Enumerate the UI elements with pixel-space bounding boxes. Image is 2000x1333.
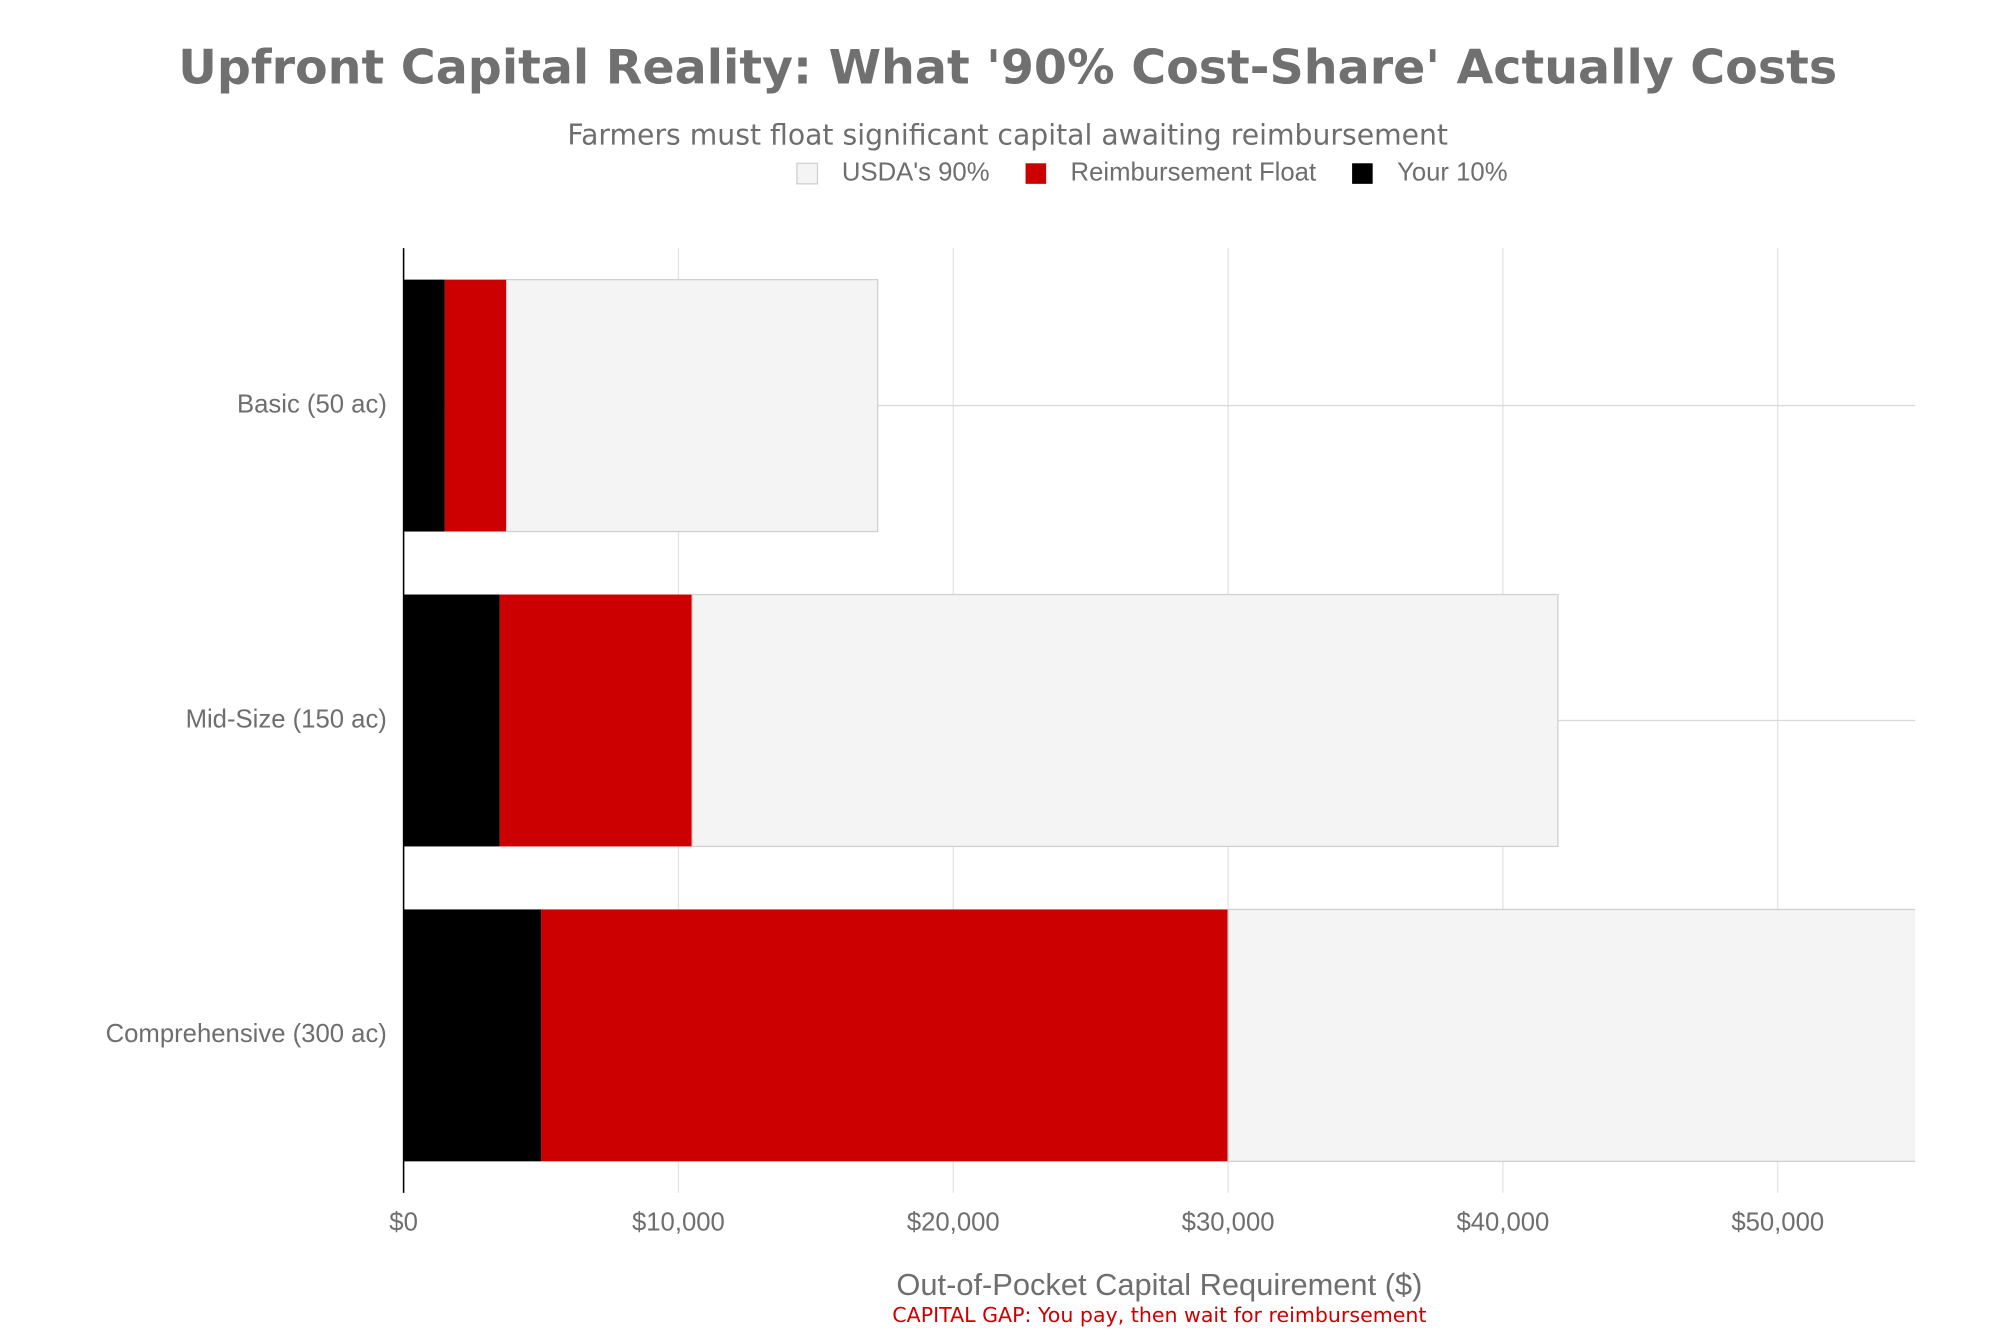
annotation: CAPITAL GAP: You pay, then wait for reim… [892,1303,1426,1327]
bar-segment [506,278,879,533]
bar-segment [541,909,1229,1162]
bars [403,278,1916,1163]
bar-segment [444,279,507,532]
x-tick-label: $30,000 [1182,1208,1275,1236]
legend-label: Your 10% [1397,158,1507,186]
legend-swatch [1352,163,1373,184]
legend-label: USDA's 90% [842,158,990,186]
x-tick-label: $20,000 [907,1208,1000,1236]
chart-title: Upfront Capital Reality: What '90% Cost-… [178,41,1837,96]
bar-segment [1227,908,1916,1163]
x-axis-label: Out-of-Pocket Capital Requirement ($) [896,1267,1422,1302]
bar-segment [691,593,1559,848]
chart-subtitle: Farmers must float significant capital a… [567,118,1448,151]
y-tick-label: Mid-Size (150 ac) [186,705,387,733]
bar-segment [499,594,693,847]
bar-segment [403,279,445,532]
legend-swatch [796,162,819,185]
legend-label: Reimbursement Float [1071,158,1317,186]
x-tick-label: $10,000 [632,1208,725,1236]
y-tick-label: Basic (50 ac) [237,390,387,418]
legend-swatch [1025,163,1047,184]
x-tick-label: $0 [389,1208,418,1236]
y-tick-label: Comprehensive (300 ac) [106,1020,387,1048]
x-tick-label: $50,000 [1731,1208,1824,1236]
legend: USDA's 90% Reimbursement Float Your 10% [796,158,1508,186]
x-tick-label: $40,000 [1456,1208,1549,1236]
bar-segment [403,909,542,1162]
axes: $0 $10,000 $20,000 $30,000 $40,000 $50,000 Bas… [106,158,1825,1236]
bar-segment [403,594,500,847]
